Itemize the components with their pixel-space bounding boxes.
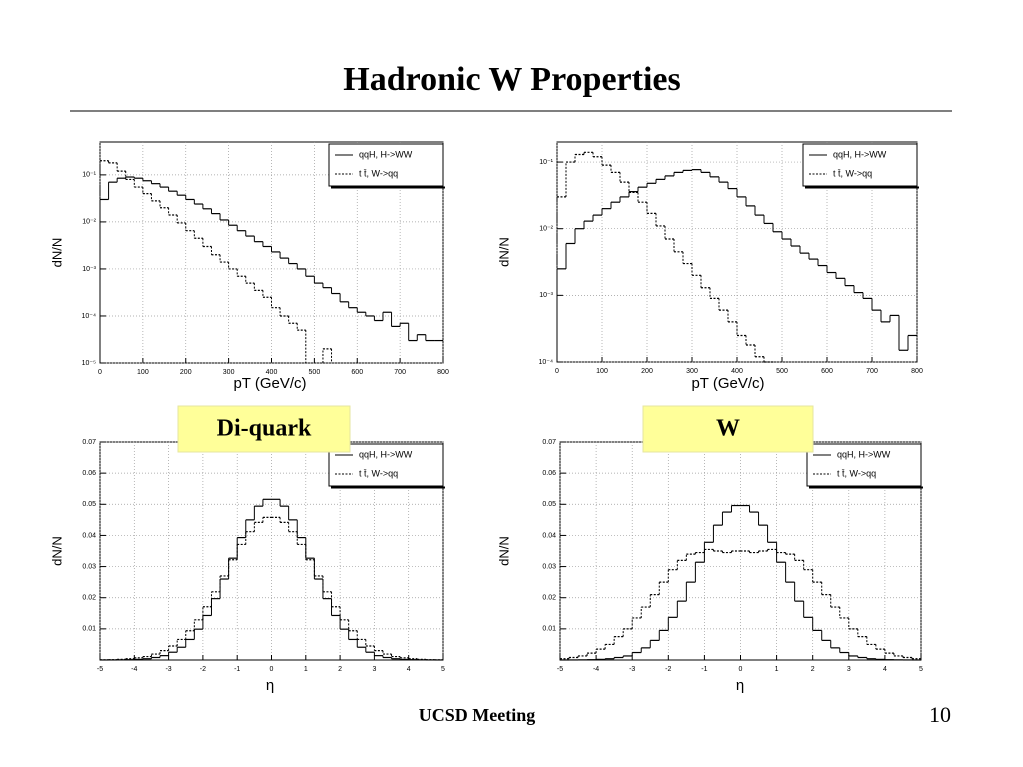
label-box (177, 405, 351, 453)
legend-box (806, 443, 922, 487)
y-tick-label: 0.05 (542, 501, 556, 508)
x-tick-label: 4 (407, 666, 411, 673)
y-tick-label: 10⁻⁴ (539, 359, 554, 366)
x-tick-label: 600 (351, 369, 363, 376)
x-tick-label: -3 (629, 666, 635, 673)
y-tick-label: 10⁻³ (82, 266, 96, 273)
y-tick-label: 0.06 (542, 470, 556, 477)
y-tick-label: 0.01 (82, 626, 96, 633)
x-tick-label: -3 (165, 666, 171, 673)
x-tick-label: 700 (394, 369, 406, 376)
x-tick-label: 4 (883, 666, 887, 673)
x-tick-label: 0 (555, 368, 559, 375)
slide-title: Hadronic W Properties (343, 61, 680, 98)
x-tick-label: 2 (811, 666, 815, 673)
x-tick-label: 500 (309, 369, 321, 376)
x-tick-label: 3 (847, 666, 851, 673)
legend-label: qqH, H->WW (833, 149, 887, 159)
x-tick-label: 2 (338, 666, 342, 673)
legend-label: qqH, H->WW (359, 149, 413, 159)
y-axis-title: dN/N (496, 536, 511, 566)
y-tick-label: 10⁻⁴ (82, 313, 97, 320)
page-number: 10 (929, 702, 951, 727)
label-box (642, 405, 814, 453)
legend-label: t t̄, W->qq (359, 468, 398, 478)
x-tick-label: 300 (223, 369, 235, 376)
y-axis-title: dN/N (49, 238, 64, 268)
legend-label: t t̄, W->qq (359, 168, 398, 178)
x-tick-label: 1 (304, 666, 308, 673)
y-tick-label: 0.03 (542, 563, 556, 570)
x-tick-label: -1 (234, 666, 240, 673)
y-tick-label: 0.07 (82, 439, 96, 446)
y-tick-label: 0.02 (542, 595, 556, 602)
x-axis-title: pT (GeV/c) (691, 375, 764, 392)
x-tick-label: -2 (200, 666, 206, 673)
legend-box (328, 143, 444, 187)
x-tick-label: 200 (180, 369, 192, 376)
y-axis-title: dN/N (49, 536, 64, 566)
x-axis-title: pT (GeV/c) (233, 375, 306, 392)
y-tick-label: 10⁻² (82, 219, 96, 226)
y-tick-label: 0.05 (82, 501, 96, 508)
x-tick-label: -2 (665, 666, 671, 673)
label-text: W (716, 416, 740, 442)
x-tick-label: 300 (686, 368, 698, 375)
y-tick-label: 10⁻¹ (539, 159, 553, 166)
y-tick-label: 10⁻³ (539, 292, 553, 299)
x-tick-label: 1 (775, 666, 779, 673)
legend-label: t t̄, W->qq (837, 468, 876, 478)
x-tick-label: 0 (98, 369, 102, 376)
x-tick-label: -5 (97, 666, 103, 673)
y-axis-title: dN/N (496, 237, 511, 267)
legend-box (802, 143, 918, 187)
y-tick-label: 0.04 (542, 532, 556, 539)
x-tick-label: 3 (372, 666, 376, 673)
x-tick-label: -1 (701, 666, 707, 673)
y-tick-label: 0.04 (82, 532, 96, 539)
x-axis-title: η (266, 677, 274, 694)
y-tick-label: 10⁻² (539, 226, 553, 233)
x-tick-label: -4 (131, 666, 137, 673)
x-tick-label: 0 (739, 666, 743, 673)
x-tick-label: -4 (593, 666, 599, 673)
y-tick-label: 0.03 (82, 563, 96, 570)
x-axis-title: η (736, 677, 744, 694)
y-tick-label: 0.01 (542, 626, 556, 633)
x-tick-label: 100 (137, 369, 149, 376)
legend-label: t t̄, W->qq (833, 168, 872, 178)
x-tick-label: 200 (641, 368, 653, 375)
y-tick-label: 0.02 (82, 595, 96, 602)
x-tick-label: 600 (821, 368, 833, 375)
y-tick-label: 0.07 (542, 439, 556, 446)
y-tick-label: 10⁻⁵ (82, 360, 96, 367)
y-tick-label: 10⁻¹ (82, 172, 96, 179)
x-tick-label: 0 (270, 666, 274, 673)
label-text: Di-quark (217, 416, 312, 442)
legend-label: qqH, H->WW (837, 449, 891, 459)
x-tick-label: 5 (919, 666, 923, 673)
x-tick-label: 800 (911, 368, 923, 375)
x-tick-label: -5 (557, 666, 563, 673)
x-tick-label: 800 (437, 369, 449, 376)
x-tick-label: 500 (776, 368, 788, 375)
x-tick-label: 400 (266, 369, 278, 376)
footer: UCSD Meeting (419, 705, 535, 725)
legend-label: qqH, H->WW (359, 449, 413, 459)
x-tick-label: 5 (441, 666, 445, 673)
x-tick-label: 100 (596, 368, 608, 375)
x-tick-label: 400 (731, 368, 743, 375)
x-tick-label: 700 (866, 368, 878, 375)
y-tick-label: 0.06 (82, 470, 96, 477)
